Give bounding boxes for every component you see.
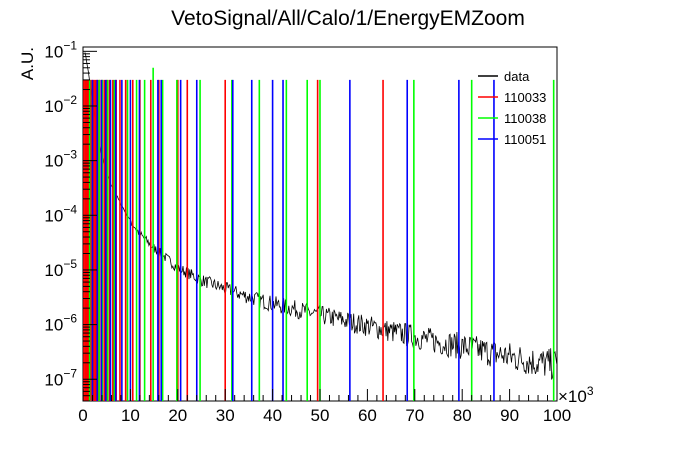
- x-tick-label: 60: [358, 406, 377, 425]
- legend-item: data: [478, 69, 530, 84]
- y-axis-label: A.U.: [18, 47, 37, 80]
- series-110051: [91, 79, 495, 401]
- y-tick-label: 10−7: [44, 366, 77, 389]
- y-tick-label: 10−6: [44, 312, 77, 335]
- x-axis: 0 10 20 30 40 50 60 70 80 90 100: [78, 389, 571, 425]
- series-110038: [88, 67, 555, 401]
- y-tick-label: 10−5: [44, 257, 77, 280]
- y-tick-label: 10−1: [44, 38, 77, 61]
- series-layer: [83, 52, 558, 401]
- y-tick-label: 10−3: [44, 148, 77, 171]
- x-tick-label: 0: [78, 406, 87, 425]
- y-tick-label: 10−2: [44, 93, 77, 116]
- x-tick-label: 30: [216, 406, 235, 425]
- y-tick-label: 10−4: [44, 202, 77, 225]
- svg-text:×103: ×103: [558, 384, 594, 406]
- legend-label: 110033: [504, 90, 546, 105]
- legend-item: 110033: [478, 90, 546, 105]
- legend-label: 110051: [504, 132, 546, 147]
- legend-label: 110038: [504, 111, 546, 126]
- x-tick-label: 80: [453, 406, 472, 425]
- x-tick-label: 40: [263, 406, 282, 425]
- x-tick-label: 90: [500, 406, 519, 425]
- x-axis-multiplier-base: ×10: [558, 387, 587, 406]
- x-axis-multiplier-exp: 3: [587, 384, 594, 398]
- y-axis: 10−7 10−6 10−5 10−4 10−3 10−2 10−1: [44, 38, 97, 402]
- x-tick-label: 20: [168, 406, 187, 425]
- legend: data 110033 110038 110051: [478, 69, 546, 147]
- x-tick-label: 10: [121, 406, 140, 425]
- legend-item: 110038: [478, 111, 546, 126]
- x-tick-label: 50: [311, 406, 330, 425]
- x-tick-label: 100: [543, 406, 571, 425]
- x-tick-label: 70: [405, 406, 424, 425]
- chart-title: VetoSignal/All/Calo/1/EnergyEMZoom: [171, 7, 525, 30]
- x-axis-multiplier: ×103: [558, 384, 594, 406]
- plot-area: 0 10 20 30 40 50 60 70 80 90 100 10−710−610−510−41…: [44, 38, 571, 425]
- legend-label: data: [504, 69, 530, 84]
- legend-item: 110051: [478, 132, 546, 147]
